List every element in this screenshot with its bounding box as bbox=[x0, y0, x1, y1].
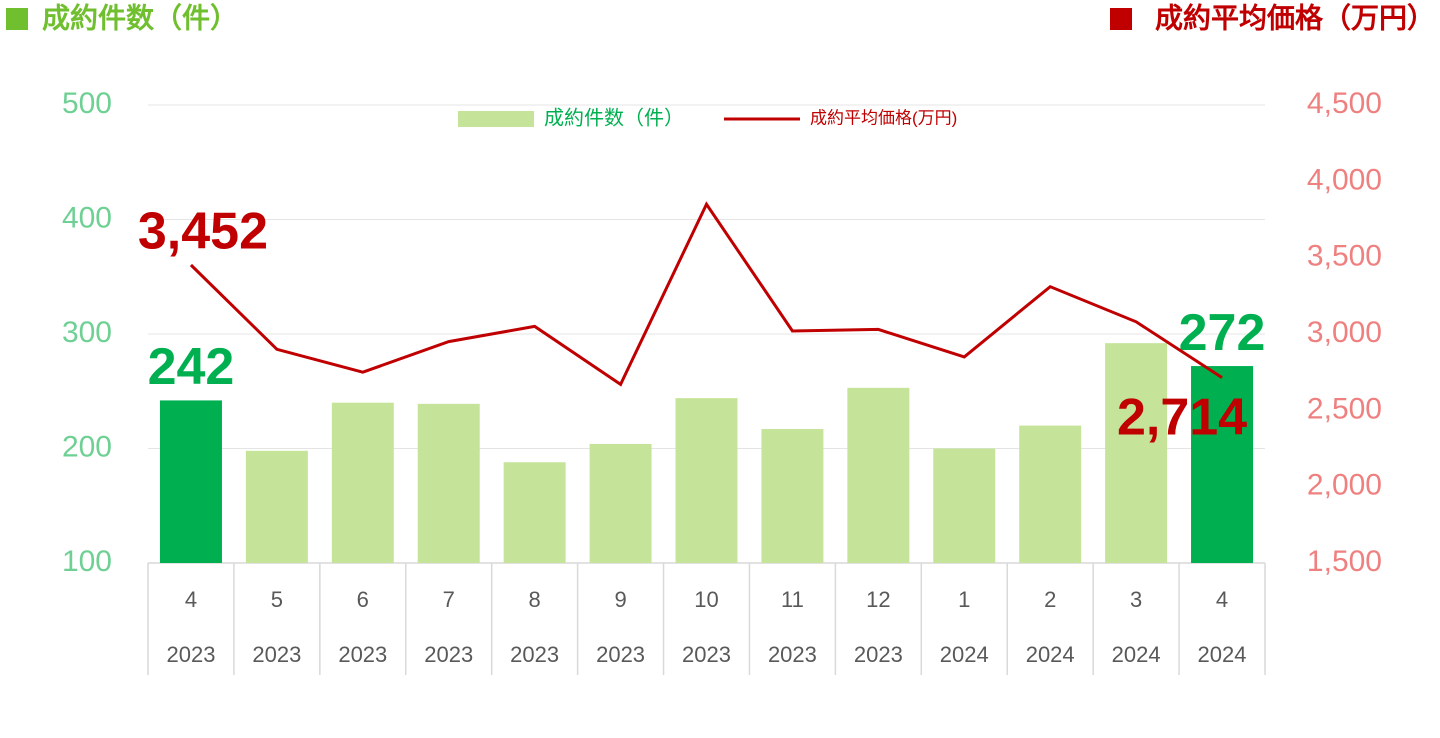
x-year-label: 2023 bbox=[338, 642, 387, 667]
x-tick-label: 10 bbox=[694, 587, 718, 612]
y2-tick-label: 2,000 bbox=[1307, 469, 1382, 502]
x-year-label: 2024 bbox=[1112, 642, 1161, 667]
x-tick-label: 9 bbox=[614, 587, 626, 612]
x-tick-label: 12 bbox=[866, 587, 890, 612]
x-tick-label: 4 bbox=[185, 587, 197, 612]
bar-value-label: 242 bbox=[148, 338, 235, 396]
x-year-label: 2023 bbox=[854, 642, 903, 667]
x-year-label: 2023 bbox=[166, 642, 215, 667]
y-tick-label: 500 bbox=[62, 87, 112, 120]
x-year-label: 2023 bbox=[510, 642, 559, 667]
x-tick-label: 8 bbox=[529, 587, 541, 612]
bar-value-label: 272 bbox=[1179, 304, 1266, 362]
x-year-label: 2023 bbox=[596, 642, 645, 667]
bar bbox=[159, 400, 222, 563]
bar bbox=[1191, 366, 1254, 563]
x-year-label: 2023 bbox=[252, 642, 301, 667]
bar bbox=[1105, 343, 1168, 563]
y2-axis-title: 成約平均価格（万円） bbox=[1155, 1, 1435, 33]
x-tick-label: 5 bbox=[271, 587, 283, 612]
y2-label-marker bbox=[1110, 8, 1132, 30]
x-year-label: 2024 bbox=[1026, 642, 1075, 667]
x-year-label: 2024 bbox=[1198, 642, 1247, 667]
x-tick-label: 4 bbox=[1216, 587, 1228, 612]
x-year-label: 2023 bbox=[682, 642, 731, 667]
bar bbox=[417, 403, 480, 563]
x-tick-label: 11 bbox=[781, 587, 804, 612]
x-year-label: 2023 bbox=[768, 642, 817, 667]
bar bbox=[331, 402, 394, 563]
bar bbox=[675, 398, 738, 563]
y2-tick-label: 2,500 bbox=[1307, 392, 1382, 425]
y-tick-label: 300 bbox=[62, 316, 112, 349]
y-axis-title: 成約件数（件） bbox=[42, 1, 238, 33]
x-year-label: 2023 bbox=[424, 642, 473, 667]
y2-tick-label: 3,000 bbox=[1307, 316, 1382, 349]
bar bbox=[933, 448, 996, 563]
bar bbox=[503, 462, 566, 563]
bar bbox=[245, 450, 308, 563]
legend-label: 成約件数（件） bbox=[544, 106, 684, 129]
bar bbox=[847, 387, 910, 563]
x-year-label: 2024 bbox=[940, 642, 989, 667]
y2-tick-label: 4,500 bbox=[1307, 87, 1382, 120]
y2-tick-label: 4,000 bbox=[1307, 163, 1382, 196]
x-tick-label: 3 bbox=[1130, 587, 1142, 612]
bar bbox=[589, 443, 652, 563]
x-tick-label: 1 bbox=[958, 587, 970, 612]
y2-tick-label: 3,500 bbox=[1307, 240, 1382, 273]
bar bbox=[761, 429, 824, 563]
y-label-marker bbox=[6, 8, 28, 30]
y2-tick-label: 1,500 bbox=[1307, 545, 1382, 578]
bar bbox=[1019, 425, 1082, 563]
legend-swatch bbox=[458, 111, 534, 127]
line bbox=[189, 201, 1223, 387]
x-tick-label: 7 bbox=[443, 587, 455, 612]
legend-label: 成約平均価格(万円) bbox=[810, 108, 957, 127]
x-tick-label: 6 bbox=[357, 587, 369, 612]
y-tick-label: 400 bbox=[62, 201, 112, 234]
x-tick-label: 2 bbox=[1044, 587, 1056, 612]
y-tick-label: 100 bbox=[62, 545, 112, 578]
line-value-label: 3,452 bbox=[138, 203, 268, 261]
y-tick-label: 200 bbox=[62, 430, 112, 463]
line-value-label: 2,714 bbox=[1117, 388, 1247, 446]
